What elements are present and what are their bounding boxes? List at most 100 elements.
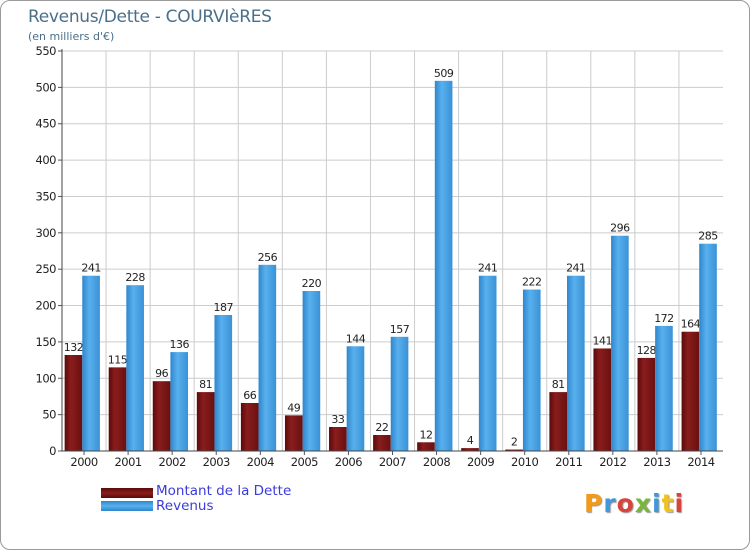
bar-dette	[593, 348, 612, 451]
x-tick-label: 2008	[423, 455, 450, 469]
x-tick-label: 2002	[159, 455, 186, 469]
legend-swatch-dette	[101, 488, 153, 498]
bar-revenus	[346, 346, 365, 451]
value-label-revenus: 222	[522, 276, 542, 289]
legend-label-dette: Montant de la Dette	[156, 483, 292, 499]
axes: 0 50 100 150 200 250 300 350 400 450 500 550 2000 200…	[36, 44, 723, 469]
x-tick-label: 2000	[70, 455, 97, 469]
y-tick-label: 50	[42, 408, 56, 422]
bar-revenus	[567, 275, 585, 451]
y-tick-label: 350	[36, 189, 57, 203]
value-label-dette: 49	[287, 401, 300, 414]
y-tick-label: 300	[36, 226, 57, 240]
y-tick-label: 500	[36, 80, 57, 94]
value-label-dette: 81	[552, 378, 565, 391]
value-label-dette: 115	[108, 353, 128, 366]
value-label-dette: 12	[419, 428, 432, 441]
proxiti-logo: P r o x i t i	[584, 489, 683, 518]
logo-letter: i	[652, 489, 661, 518]
bar-dette	[108, 367, 127, 451]
value-label-dette: 22	[375, 421, 388, 434]
logo-letter: r	[603, 489, 616, 518]
bar-revenus	[214, 315, 233, 451]
value-label-dette: 81	[199, 378, 212, 391]
value-label-dette: 2	[511, 436, 518, 449]
x-tick-label: 2011	[555, 455, 582, 469]
y-tick-label: 150	[36, 335, 57, 349]
bar-dette	[329, 427, 347, 451]
bar-revenus	[170, 352, 189, 451]
value-label-dette: 33	[331, 413, 344, 426]
bar-revenus	[478, 275, 497, 451]
bar-revenus	[522, 289, 541, 451]
logo-letter: P	[584, 489, 603, 518]
bar-dette	[373, 435, 391, 451]
bar-revenus	[611, 235, 629, 451]
y-tick-label: 450	[36, 117, 57, 131]
value-label-revenus: 144	[346, 332, 366, 345]
legend-swatch-revenus	[101, 501, 153, 511]
logo-letter: t	[661, 489, 674, 518]
value-label-dette: 4	[467, 434, 474, 447]
value-label-revenus: 241	[566, 262, 586, 275]
x-tick-label: 2004	[247, 455, 274, 469]
y-tick-label: 250	[36, 262, 57, 276]
value-label-revenus: 509	[434, 67, 454, 80]
value-label-revenus: 285	[698, 230, 718, 243]
bar-revenus	[434, 80, 453, 452]
value-label-revenus: 256	[258, 251, 278, 264]
value-label-dette: 164	[681, 318, 701, 331]
bar-dette	[681, 331, 700, 451]
bar-dette	[505, 449, 523, 451]
bar-dette	[284, 415, 303, 451]
value-label-revenus: 241	[81, 262, 101, 275]
y-tick-label: 550	[36, 44, 57, 58]
y-tick-label: 0	[49, 444, 56, 458]
bar-revenus	[390, 336, 409, 451]
bar-revenus	[258, 264, 277, 451]
value-label-revenus: 241	[478, 262, 498, 275]
logo-letter: o	[616, 489, 634, 518]
bar-revenus	[126, 285, 144, 451]
x-tick-label: 2007	[379, 455, 406, 469]
y-tick-label: 100	[36, 371, 57, 385]
value-label-revenus: 220	[302, 277, 322, 290]
value-label-dette: 96	[155, 367, 168, 380]
value-label-dette: 66	[243, 389, 256, 402]
x-tick-label: 2003	[203, 455, 230, 469]
value-label-revenus: 157	[390, 323, 410, 336]
x-tick-label: 2005	[291, 455, 318, 469]
chart-subtitle: (en milliers d'€)	[28, 30, 115, 43]
logo-letter: x	[634, 489, 651, 518]
x-tick-label: 2001	[114, 455, 141, 469]
x-tick-label: 2013	[643, 455, 670, 469]
value-label-revenus: 228	[125, 271, 145, 284]
value-label-revenus: 296	[610, 222, 630, 235]
x-tick-label: 2012	[599, 455, 626, 469]
bar-dette	[549, 392, 568, 451]
bar-dette	[64, 355, 83, 451]
bar-dette	[240, 403, 259, 451]
bar-dette	[417, 442, 435, 451]
legend-label-revenus: Revenus	[156, 498, 214, 514]
bar-revenus	[699, 243, 717, 451]
bar-dette	[196, 392, 215, 451]
chart-title: Revenus/Dette - COURVIèRES	[28, 7, 272, 27]
bar-dette	[152, 381, 171, 451]
value-label-revenus: 172	[654, 312, 674, 325]
y-tick-label: 400	[36, 153, 57, 167]
bar-dette	[461, 448, 479, 451]
value-label-dette: 128	[637, 344, 657, 357]
value-label-dette: 132	[64, 341, 84, 354]
bar-revenus	[655, 325, 673, 451]
logo-letter: i	[674, 489, 684, 518]
bars: 132 115 96 81 66 49 33 22 12 4 2 81 141 128 164 241 228 1…	[64, 67, 719, 452]
bar-dette	[637, 357, 656, 451]
value-label-revenus: 136	[169, 338, 189, 351]
x-tick-label: 2009	[467, 455, 494, 469]
x-tick-label: 2014	[687, 455, 714, 469]
bar-revenus	[82, 275, 100, 451]
x-tick-label: 2010	[511, 455, 538, 469]
